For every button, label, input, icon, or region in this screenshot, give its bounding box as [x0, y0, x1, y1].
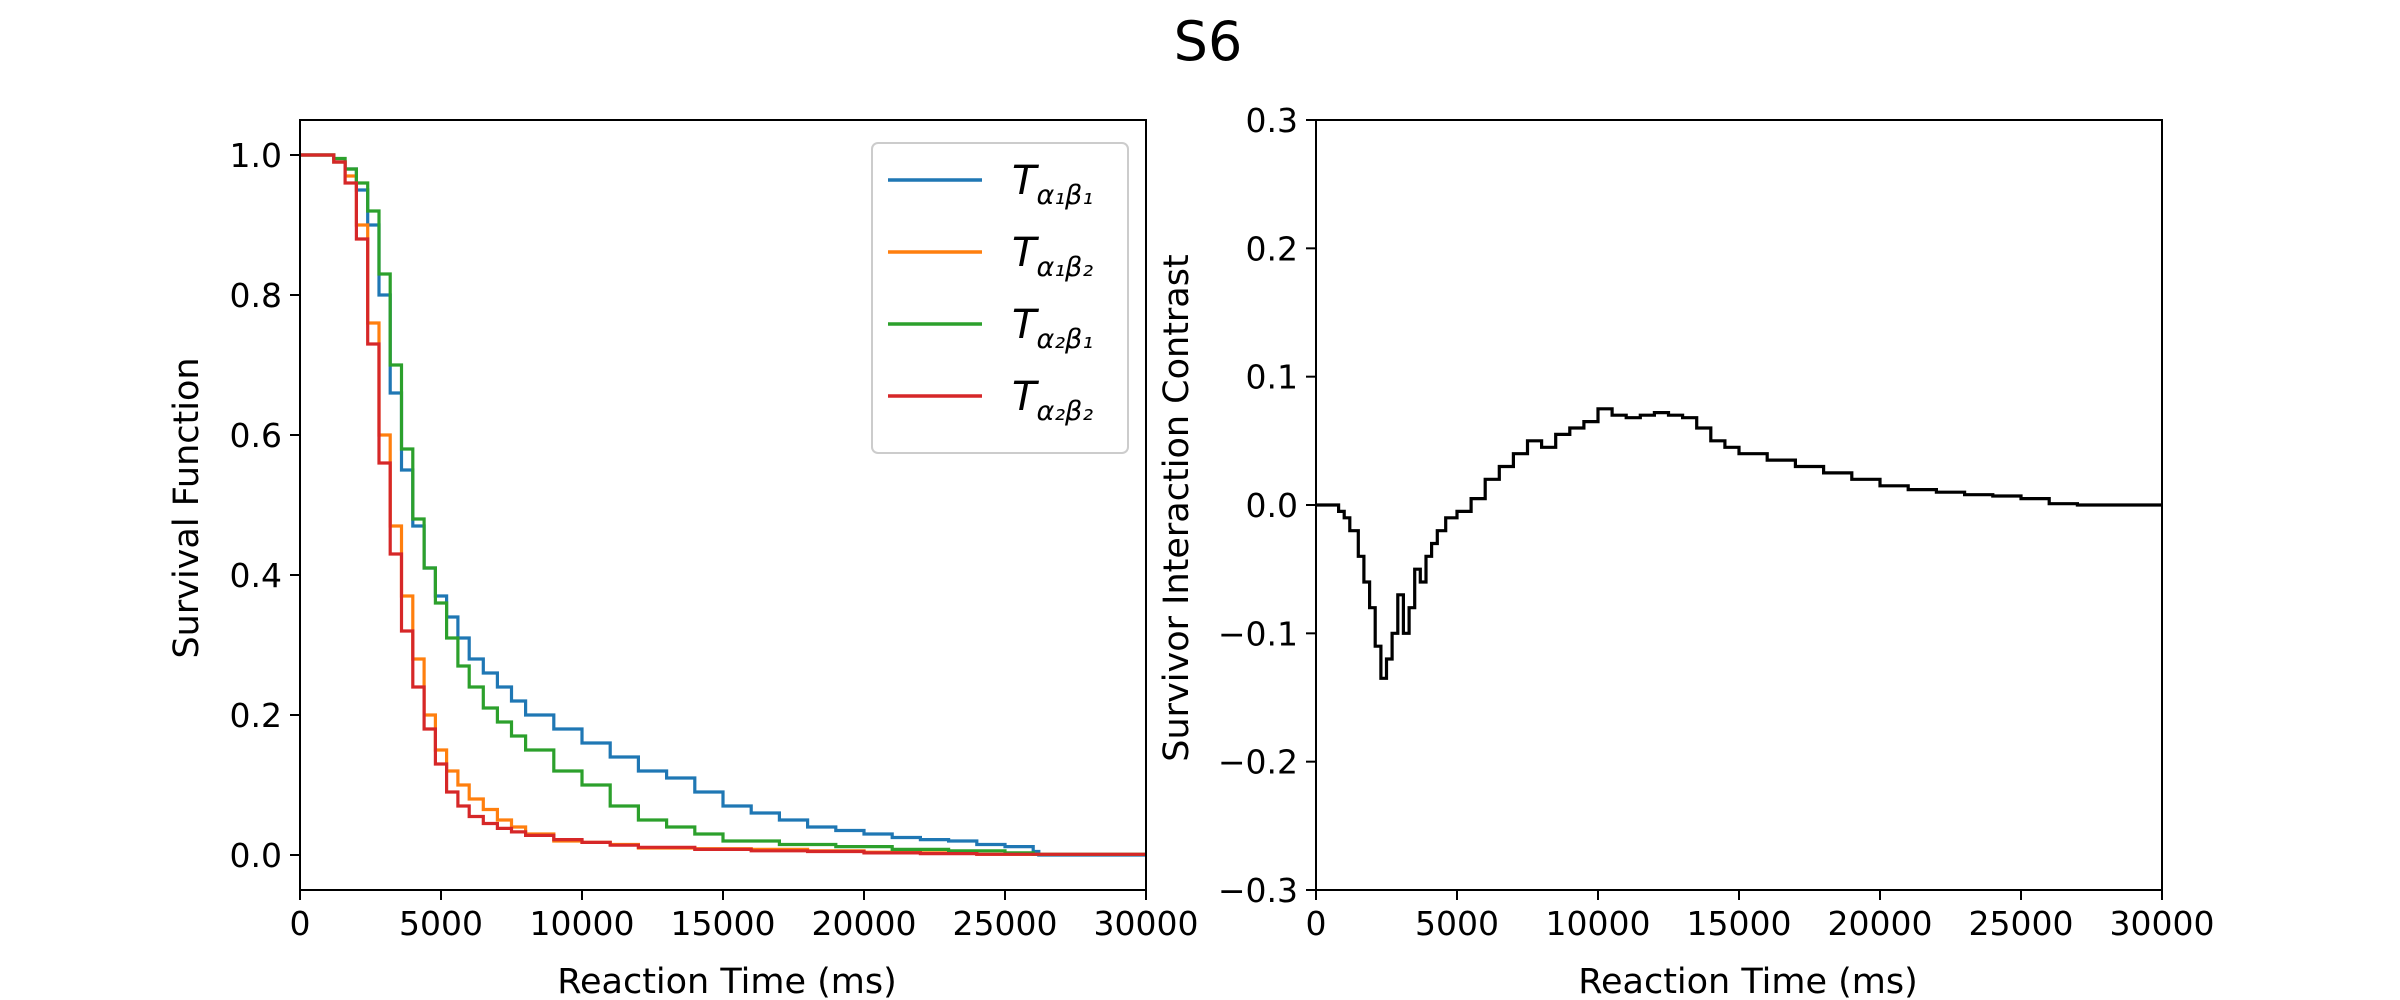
sic-line-SIC [1316, 407, 2162, 680]
sic-x-tick-label: 25000 [1969, 904, 2074, 943]
sic-x-tick-label: 30000 [2110, 904, 2215, 943]
survival-x-tick-label: 15000 [671, 904, 776, 943]
sic-y-tick-label: 0.0 [1246, 486, 1298, 525]
survival-x-tick-label: 0 [290, 904, 311, 943]
sic-axes-frame [1315, 119, 2163, 891]
sic-series-group [1316, 407, 2162, 680]
survival-x-tick-label: 5000 [399, 904, 483, 943]
sic-y-tick-label: 0.2 [1246, 229, 1298, 268]
survival-y-tick-label: 0.2 [230, 696, 282, 735]
survival-y-tick-label: 0.6 [230, 416, 282, 455]
survival-x-tick-label: 20000 [812, 904, 917, 943]
survival-x-tick-label: 30000 [1094, 904, 1199, 943]
survival-y-tick-label: 0.0 [230, 836, 282, 875]
sic-y-tick-label: 0.3 [1246, 101, 1298, 140]
survival-legend: Tα₁β₁ Tα₁β₂ Tα₂β₁ Tα₂β₂ [871, 142, 1129, 454]
sic-plot: Reaction Time (ms) Survivor Interaction … [1157, 101, 2214, 1000]
legend-label-a2b1: Tα₂β₁ [1012, 302, 1093, 355]
survival-line-a2b1 [300, 153, 1146, 856]
sic-x-tick-label: 15000 [1687, 904, 1792, 943]
survival-series-group [300, 153, 1146, 857]
sic-x-tick-label: 5000 [1415, 904, 1499, 943]
sic-x-tick-label: 10000 [1546, 904, 1651, 943]
survival-y-label: Survival Function [167, 357, 207, 658]
sic-y-label: Survivor Interaction Contrast [1157, 254, 1197, 761]
survival-x-tick-label: 10000 [530, 904, 635, 943]
survival-y-tick-label: 1.0 [230, 136, 282, 175]
legend-label-a1b2: Tα₁β₂ [1012, 230, 1093, 283]
sic-y-tick-label: −0.1 [1218, 614, 1298, 653]
survival-line-a2b2 [300, 153, 1146, 856]
survival-plot: Reaction Time (ms) Survival Function Tα₁… [167, 119, 1199, 1000]
legend-label-a1b1: Tα₁β₁ [1012, 158, 1093, 211]
survival-x-tick-label: 25000 [953, 904, 1058, 943]
sic-x-tick-label: 20000 [1828, 904, 1933, 943]
sic-x-label: Reaction Time (ms) [1578, 962, 1918, 1000]
sic-x-tick-label: 0 [1306, 904, 1327, 943]
survival-y-tick-label: 0.4 [230, 556, 282, 595]
sic-y-tick-label: 0.1 [1246, 358, 1298, 397]
survival-y-tick-label: 0.8 [230, 276, 282, 315]
legend-label-a2b2: Tα₂β₂ [1012, 374, 1093, 427]
sic-y-tick-label: −0.3 [1218, 871, 1298, 910]
survival-x-label: Reaction Time (ms) [557, 962, 897, 1000]
figure-title: S6 [1174, 10, 1243, 73]
sic-y-tick-label: −0.2 [1218, 743, 1298, 782]
legend-frame [871, 142, 1129, 454]
